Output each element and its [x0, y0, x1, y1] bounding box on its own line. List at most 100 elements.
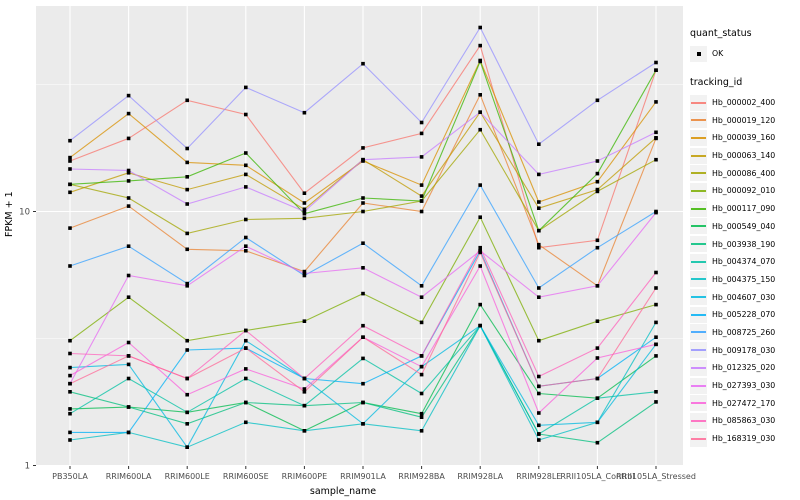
data-point [537, 384, 541, 389]
data-point [419, 372, 424, 377]
data-point [126, 430, 131, 435]
line-swatch-color [691, 207, 706, 210]
line-swatch-icon [690, 430, 707, 447]
data-point [595, 98, 600, 103]
line-swatch-color [691, 402, 706, 405]
data-point [68, 182, 72, 187]
data-point [595, 319, 600, 323]
data-point [595, 396, 600, 400]
legend-item-label: Hb_000092_010 [712, 186, 776, 196]
data-point [244, 420, 248, 425]
data-point [419, 415, 424, 419]
data-point [419, 364, 424, 369]
data-point [361, 422, 365, 426]
line-swatch-icon [690, 342, 707, 359]
legend-item-Hb_000092_010: Hb_000092_010 [690, 182, 800, 200]
data-point [68, 159, 72, 163]
data-point [68, 430, 72, 435]
data-point [654, 286, 658, 290]
data-point [185, 98, 189, 103]
legend-item-label: Hb_000086_400 [712, 168, 776, 178]
legend-tracking-items: Hb_000002_400 Hb_000019_120 Hb_000039_160 H… [690, 94, 800, 448]
line-swatch-icon [690, 271, 707, 288]
data-point [537, 286, 541, 290]
data-point [595, 356, 600, 360]
legend-item-Hb_009178_030: Hb_009178_030 [690, 341, 800, 359]
data-point [185, 422, 189, 426]
data-point [244, 185, 248, 189]
legend-item-label: Hb_008725_260 [712, 327, 776, 337]
data-point [419, 183, 424, 187]
line-swatch-icon [690, 306, 707, 323]
ok-point-key [690, 45, 707, 62]
data-point [185, 338, 189, 343]
line-swatch-color [691, 437, 706, 440]
legend-item-Hb_085863_030: Hb_085863_030 [690, 412, 800, 430]
data-point [68, 155, 72, 160]
data-point [537, 206, 541, 210]
legend-item-label: Hb_168319_030 [712, 434, 776, 444]
data-point [537, 228, 541, 233]
y-axis-title: FPKM + 1 [4, 191, 15, 237]
legend-item-Hb_000117_090: Hb_000117_090 [690, 200, 800, 218]
legend-item-label: Hb_012325_020 [712, 363, 776, 373]
data-point [185, 175, 189, 179]
data-point [185, 160, 189, 165]
x-tick-label: RRIM928LA [457, 472, 503, 481]
data-point [419, 120, 424, 125]
data-point [419, 391, 424, 396]
data-point [361, 335, 365, 339]
data-point [419, 295, 424, 299]
legend-item-Hb_027472_170: Hb_027472_170 [690, 394, 800, 412]
data-point [419, 429, 424, 433]
x-tick-label: RRIM928BA [398, 472, 445, 481]
data-point [68, 390, 72, 394]
point-swatch-icon [696, 51, 701, 56]
data-point [595, 159, 600, 163]
legend-item-Hb_000039_160: Hb_000039_160 [690, 129, 800, 147]
data-point [595, 376, 600, 381]
data-point [126, 204, 131, 208]
data-point [126, 171, 131, 175]
data-point [126, 179, 131, 183]
data-point [302, 429, 307, 433]
data-point [126, 340, 131, 345]
data-point [419, 354, 424, 358]
data-point [478, 110, 482, 114]
data-point [244, 163, 248, 168]
x-axis-title: sample_name [309, 486, 377, 497]
data-point [244, 367, 248, 371]
data-point [185, 445, 189, 449]
legend-item-label: Hb_000039_160 [712, 133, 776, 143]
x-tick-label: RRIM600LE [165, 472, 210, 481]
line-swatch-icon [690, 94, 707, 111]
data-point [419, 155, 424, 159]
legend-item-Hb_004607_030: Hb_004607_030 [690, 288, 800, 306]
data-point [595, 189, 600, 194]
legend-item-Hb_012325_020: Hb_012325_020 [690, 359, 800, 377]
line-swatch-color [691, 349, 706, 352]
data-point [478, 264, 482, 268]
line-swatch-color [691, 101, 706, 104]
data-point [68, 381, 72, 386]
data-point [537, 432, 541, 436]
data-point [126, 295, 131, 299]
data-point [537, 172, 541, 177]
line-swatch-icon [690, 236, 707, 253]
x-tick-label: RRIM928LE [516, 472, 561, 481]
data-point [361, 146, 365, 150]
legend-item-label: Hb_000063_140 [712, 151, 776, 161]
data-point [361, 201, 365, 205]
line-swatch-color [691, 296, 706, 299]
line-swatch-icon [690, 147, 707, 164]
line-swatch-icon [690, 412, 707, 429]
data-point [185, 410, 189, 415]
data-point [302, 273, 307, 278]
data-point [361, 209, 365, 214]
data-point [654, 320, 658, 325]
data-point [537, 423, 541, 428]
line-swatch-color [691, 260, 706, 263]
data-point [68, 226, 72, 230]
